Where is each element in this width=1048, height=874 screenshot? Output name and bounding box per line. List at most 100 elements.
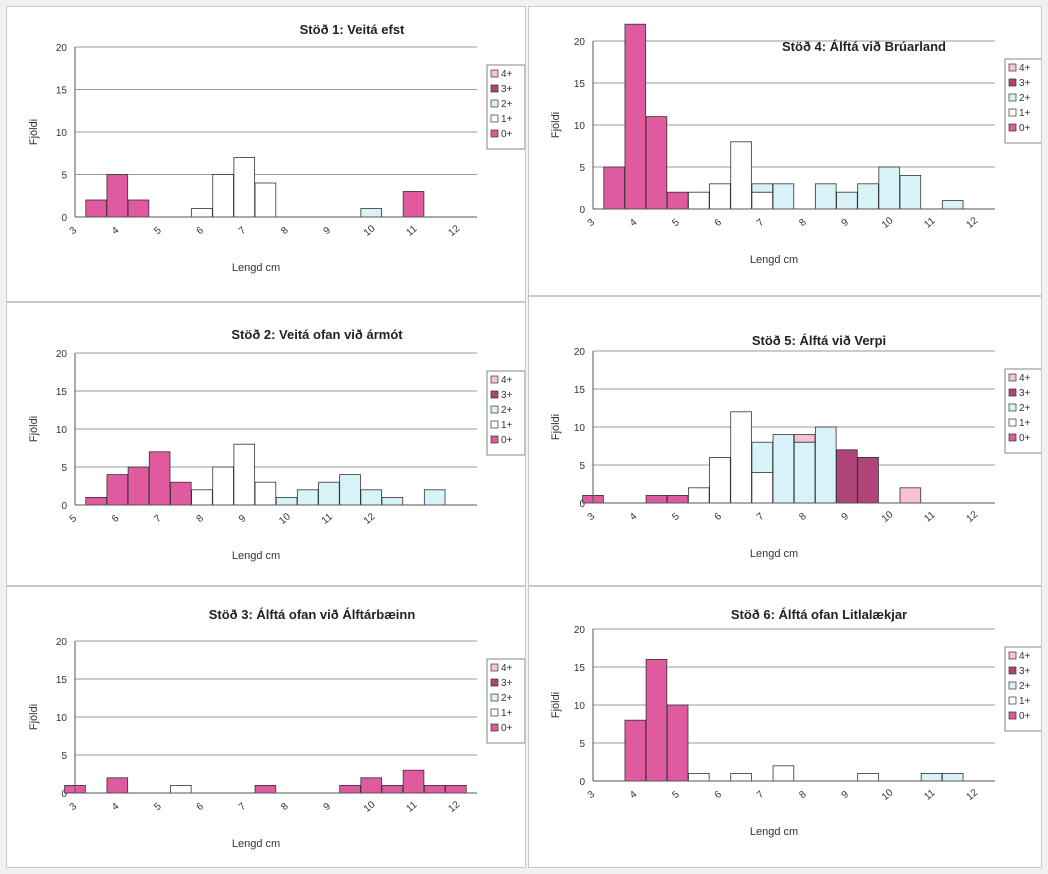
x-tick-label: 5 bbox=[670, 217, 682, 229]
bar-1plus bbox=[212, 466, 234, 506]
bar-2plus bbox=[920, 772, 943, 782]
y-tick-label: 0 bbox=[61, 213, 67, 224]
x-tick-label: 10 bbox=[362, 223, 378, 239]
legend-swatch bbox=[490, 84, 499, 93]
x-tick-label: 12 bbox=[446, 799, 462, 815]
bar-1plus bbox=[730, 141, 752, 210]
bar-0plus bbox=[603, 166, 625, 210]
bar-1plus bbox=[751, 472, 774, 504]
legend-label: 4+ bbox=[1019, 373, 1031, 384]
legend-label: 1+ bbox=[1019, 108, 1031, 119]
legend-swatch bbox=[1008, 711, 1017, 720]
bar-1plus bbox=[751, 191, 774, 210]
bar-2plus bbox=[275, 496, 298, 506]
x-tick-label: 11 bbox=[922, 509, 937, 524]
y-tick-label: 15 bbox=[56, 387, 68, 398]
x-tick-label: 8 bbox=[797, 511, 809, 523]
x-tick-label: 4 bbox=[110, 225, 122, 237]
bar-0plus bbox=[645, 116, 668, 210]
x-tick-label: 3 bbox=[68, 801, 80, 813]
legend-label: 3+ bbox=[1019, 666, 1031, 677]
y-tick-label: 5 bbox=[61, 171, 67, 182]
x-tick-label: 10 bbox=[362, 799, 378, 815]
legend-label: 2+ bbox=[501, 693, 513, 704]
x-tick-label: 7 bbox=[755, 511, 767, 523]
legend-label: 3+ bbox=[1019, 78, 1031, 89]
legend-label: 0+ bbox=[1019, 123, 1031, 134]
x-tick-label: 8 bbox=[279, 225, 291, 237]
legend-label: 4+ bbox=[501, 69, 513, 80]
x-tick-label: 11 bbox=[404, 799, 419, 814]
x-tick-label: 12 bbox=[446, 223, 462, 239]
bar-1plus bbox=[688, 487, 710, 504]
legend-swatch bbox=[490, 375, 499, 384]
chart-title: Stöð 1: Veitá efst bbox=[300, 22, 405, 37]
legend-swatch bbox=[490, 99, 499, 108]
bar-2plus bbox=[941, 200, 964, 210]
y-tick-label: 10 bbox=[574, 701, 586, 712]
y-tick-label: 15 bbox=[574, 79, 586, 90]
x-axis-label: Lengd cm bbox=[232, 838, 280, 850]
bar-2plus bbox=[423, 489, 446, 506]
x-axis-label: Lengd cm bbox=[232, 262, 280, 274]
y-tick-label: 15 bbox=[56, 86, 68, 97]
legend-label: 2+ bbox=[1019, 93, 1031, 104]
bar-1plus bbox=[688, 772, 710, 782]
bar-1plus bbox=[688, 191, 710, 210]
legend-swatch bbox=[1008, 681, 1017, 690]
chart-panel-5: 0 5 10 15 20 3 4 5 6 7 8 9 10 11 12 Stöð 3: Álftá ofan … bbox=[6, 586, 526, 868]
chart-title: Stöð 2: Veitá ofan við ármót bbox=[231, 327, 403, 342]
y-axis-label: Fjöldi bbox=[550, 414, 562, 440]
legend-swatch bbox=[1008, 123, 1017, 132]
x-tick-label: 5 bbox=[670, 789, 682, 801]
chart-panel-4: 0 5 10 15 20 3 4 5 6 7 8 9 10 11 12 Stöð 5: Álftá við V… bbox=[528, 296, 1044, 586]
bar-1plus bbox=[857, 772, 879, 782]
x-tick-label: 10 bbox=[277, 511, 293, 527]
x-tick-label: 10 bbox=[880, 215, 896, 231]
legend-label: 4+ bbox=[501, 663, 513, 674]
x-tick-label: 11 bbox=[320, 511, 335, 526]
y-tick-label: 20 bbox=[574, 37, 586, 48]
legend-label: 0+ bbox=[501, 435, 513, 446]
bar-2plus bbox=[339, 474, 361, 506]
chart-title: Stöð 5: Álftá við Verpi bbox=[752, 333, 886, 348]
x-axis-label: Lengd cm bbox=[232, 550, 280, 562]
x-tick-label: 3 bbox=[68, 225, 80, 237]
y-tick-label: 5 bbox=[61, 463, 67, 474]
bar-3plus bbox=[857, 456, 879, 504]
bar-0plus bbox=[381, 784, 404, 794]
x-tick-label: 7 bbox=[152, 513, 164, 525]
x-tick-label: 5 bbox=[152, 225, 164, 237]
y-tick-label: 0 bbox=[579, 777, 585, 788]
legend-label: 0+ bbox=[501, 723, 513, 734]
x-axis-label: Lengd cm bbox=[750, 548, 798, 560]
chart-title: Stöð 6: Álftá ofan Litlalækjar bbox=[731, 607, 907, 622]
legend-swatch bbox=[1008, 651, 1017, 660]
x-tick-label: 12 bbox=[964, 215, 980, 231]
legend-label: 4+ bbox=[1019, 651, 1031, 662]
y-tick-label: 20 bbox=[574, 625, 586, 636]
legend-swatch bbox=[1008, 108, 1017, 117]
chart-title: Stöð 4: Álftá við Brúarland bbox=[782, 39, 946, 54]
legend-label: 4+ bbox=[501, 375, 513, 386]
chart-panel-1: 0 5 10 15 20 3 4 5 6 7 8 9 10 11 12 Stöð 1: Veitá efst F… bbox=[6, 6, 526, 302]
y-tick-label: 5 bbox=[61, 751, 67, 762]
x-tick-label: 9 bbox=[840, 511, 852, 523]
legend-label: 2+ bbox=[1019, 681, 1031, 692]
bar-2plus bbox=[814, 426, 837, 504]
x-tick-label: 5 bbox=[670, 511, 682, 523]
bar-1plus bbox=[233, 157, 256, 218]
bar-2plus bbox=[793, 441, 816, 504]
bar-0plus bbox=[127, 199, 150, 218]
bar-3plus bbox=[836, 449, 858, 504]
x-axis-label: Lengd cm bbox=[750, 826, 798, 838]
x-tick-label: 4 bbox=[628, 217, 640, 229]
chart-svg: 0 5 10 15 20 3 4 5 6 7 8 9 10 11 12 Stöð 4: Álftá við B… bbox=[550, 23, 1044, 266]
legend-label: 1+ bbox=[501, 708, 513, 719]
bar-4plus bbox=[793, 434, 816, 443]
y-tick-label: 10 bbox=[56, 713, 68, 724]
legend-swatch bbox=[1008, 373, 1017, 382]
bar-0plus bbox=[85, 199, 107, 218]
